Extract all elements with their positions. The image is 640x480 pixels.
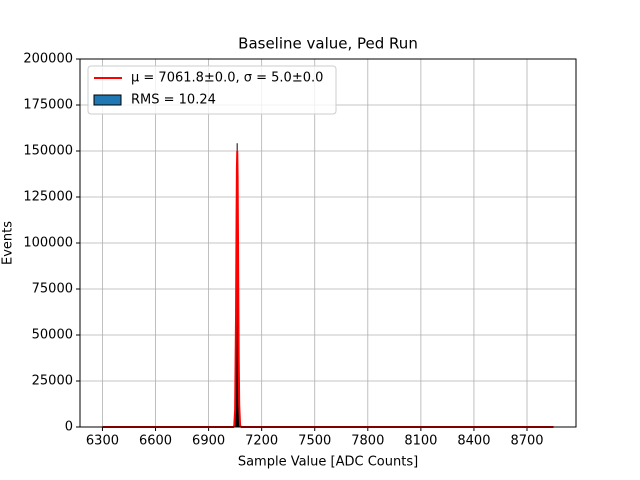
y-tick-label: 125000 — [23, 190, 73, 205]
y-tick-label: 200000 — [23, 52, 73, 67]
chart-title: Baseline value, Ped Run — [238, 35, 418, 53]
y-tick-label: 100000 — [23, 236, 73, 251]
x-tick-label: 6600 — [139, 434, 172, 449]
y-tick-label: 25000 — [32, 374, 73, 389]
x-tick-label: 8700 — [510, 434, 543, 449]
legend-swatch — [93, 94, 122, 106]
y-tick-label: 175000 — [23, 98, 73, 113]
x-tick-label: 6900 — [192, 434, 225, 449]
plot-frame — [79, 58, 577, 428]
x-axis-label: Sample Value [ADC Counts] — [238, 455, 418, 470]
x-tick-label: 7800 — [351, 434, 384, 449]
x-tick-label: 6300 — [86, 434, 119, 449]
y-tick-label: 150000 — [23, 144, 73, 159]
y-tick-label: 0 — [65, 420, 73, 435]
legend-label: μ = 7061.8±0.0, σ = 5.0±0.0 — [131, 71, 323, 86]
x-tick-label: 8400 — [457, 434, 490, 449]
legend-label: RMS = 10.24 — [131, 93, 216, 108]
legend-box — [87, 65, 337, 115]
x-tick-label: 7200 — [245, 434, 278, 449]
y-tick-label: 75000 — [32, 282, 73, 297]
x-tick-label: 7500 — [298, 434, 331, 449]
y-tick-label: 50000 — [32, 328, 73, 343]
x-tick-label: 8100 — [404, 434, 437, 449]
y-axis-label: Events — [1, 221, 16, 265]
